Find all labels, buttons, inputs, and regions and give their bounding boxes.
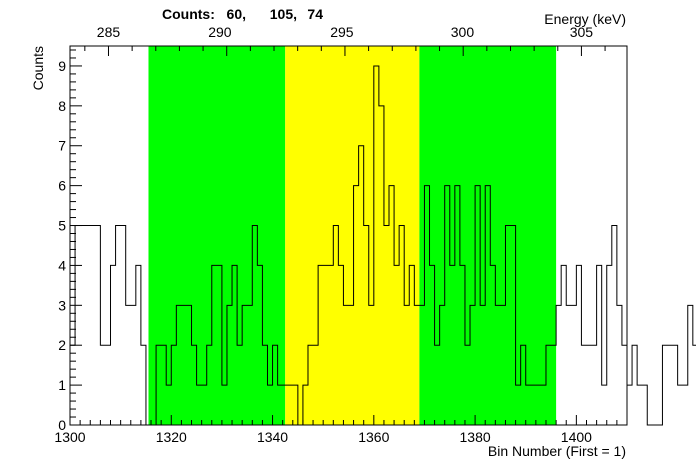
energy-tick-label: 305 bbox=[570, 24, 594, 40]
counts-header-value-2: 105, bbox=[270, 6, 297, 22]
y-axis-ticks: 0 1 2 3 4 5 6 7 8 9 bbox=[58, 49, 82, 433]
x-tick-label: 1340 bbox=[257, 429, 288, 445]
energy-tick-label: 300 bbox=[451, 24, 475, 40]
y-tick-label: 9 bbox=[58, 58, 66, 74]
y-tick-label: 0 bbox=[58, 417, 66, 433]
y-tick-label: 8 bbox=[58, 98, 66, 114]
x-tick-label: 1320 bbox=[156, 429, 187, 445]
y-axis-title: Counts bbox=[30, 46, 46, 90]
energy-axis-title: Energy (keV) bbox=[544, 11, 626, 27]
y-tick-label: 5 bbox=[58, 218, 66, 234]
energy-tick-label: 290 bbox=[208, 24, 232, 40]
x-axis-ticks: 1300 1320 1340 1360 1380 1400 bbox=[54, 415, 628, 445]
x-tick-label: 1360 bbox=[358, 429, 389, 445]
x-tick-label: 1300 bbox=[54, 429, 85, 445]
counts-header-prefix: Counts: bbox=[162, 6, 215, 22]
energy-axis-ticks: 285 290 295 300 305 bbox=[84, 24, 606, 56]
y-tick-label: 7 bbox=[58, 138, 66, 154]
energy-tick-label: 285 bbox=[97, 24, 121, 40]
y-tick-label: 4 bbox=[58, 257, 66, 273]
counts-header-value-3: 74 bbox=[307, 6, 323, 22]
x-axis-title: Bin Number (First = 1) bbox=[488, 443, 626, 459]
y-tick-label: 2 bbox=[58, 337, 66, 353]
y-tick-label: 3 bbox=[58, 297, 66, 313]
region-0 bbox=[148, 46, 286, 425]
y-tick-label: 6 bbox=[58, 178, 66, 194]
region-2 bbox=[419, 46, 557, 425]
x-tick-label: 1400 bbox=[561, 429, 592, 445]
x-tick-label: 1380 bbox=[460, 429, 491, 445]
plot-frame bbox=[69, 45, 628, 426]
counts-header-value-1: 60, bbox=[227, 6, 246, 22]
highlight-regions bbox=[148, 46, 557, 425]
y-tick-label: 1 bbox=[58, 377, 66, 393]
energy-tick-label: 295 bbox=[330, 24, 354, 40]
